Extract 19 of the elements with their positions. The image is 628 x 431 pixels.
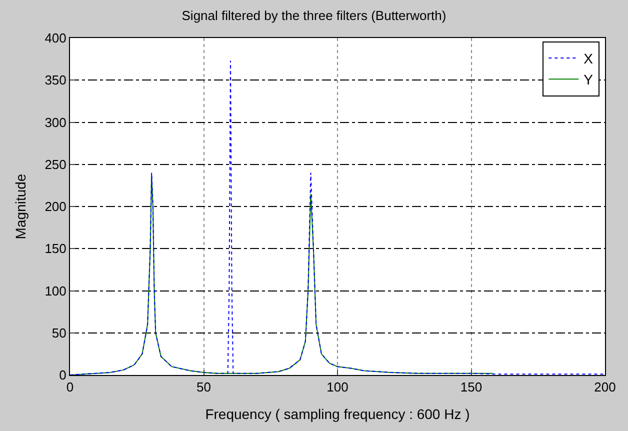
legend-label: Y [584, 72, 594, 88]
y-tick-label: 400 [44, 30, 66, 46]
x-tick-label: 200 [594, 380, 616, 395]
chart-title: Signal filtered by the three filters (Butterworth) [182, 8, 446, 23]
line-series [70, 174, 494, 375]
legend-label: X [584, 50, 594, 66]
x-axis-title: Frequency ( sampling frequency : 600 Hz ) [205, 406, 470, 422]
y-tick-label: 100 [44, 283, 66, 298]
y-axis-title: Magnitude [12, 174, 28, 240]
y-tick-label: 350 [44, 72, 66, 88]
y-tick-label: 50 [52, 325, 66, 340]
x-tick-label: 50 [196, 380, 211, 395]
y-tick-label: 250 [44, 156, 66, 172]
x-tick-label: 100 [326, 380, 348, 395]
y-tick-label: 300 [44, 114, 66, 130]
y-tick-label: 200 [44, 199, 66, 214]
y-tick-label: 150 [44, 241, 66, 256]
y-tick-label: 0 [59, 368, 66, 383]
x-tick-label: 150 [460, 380, 482, 395]
